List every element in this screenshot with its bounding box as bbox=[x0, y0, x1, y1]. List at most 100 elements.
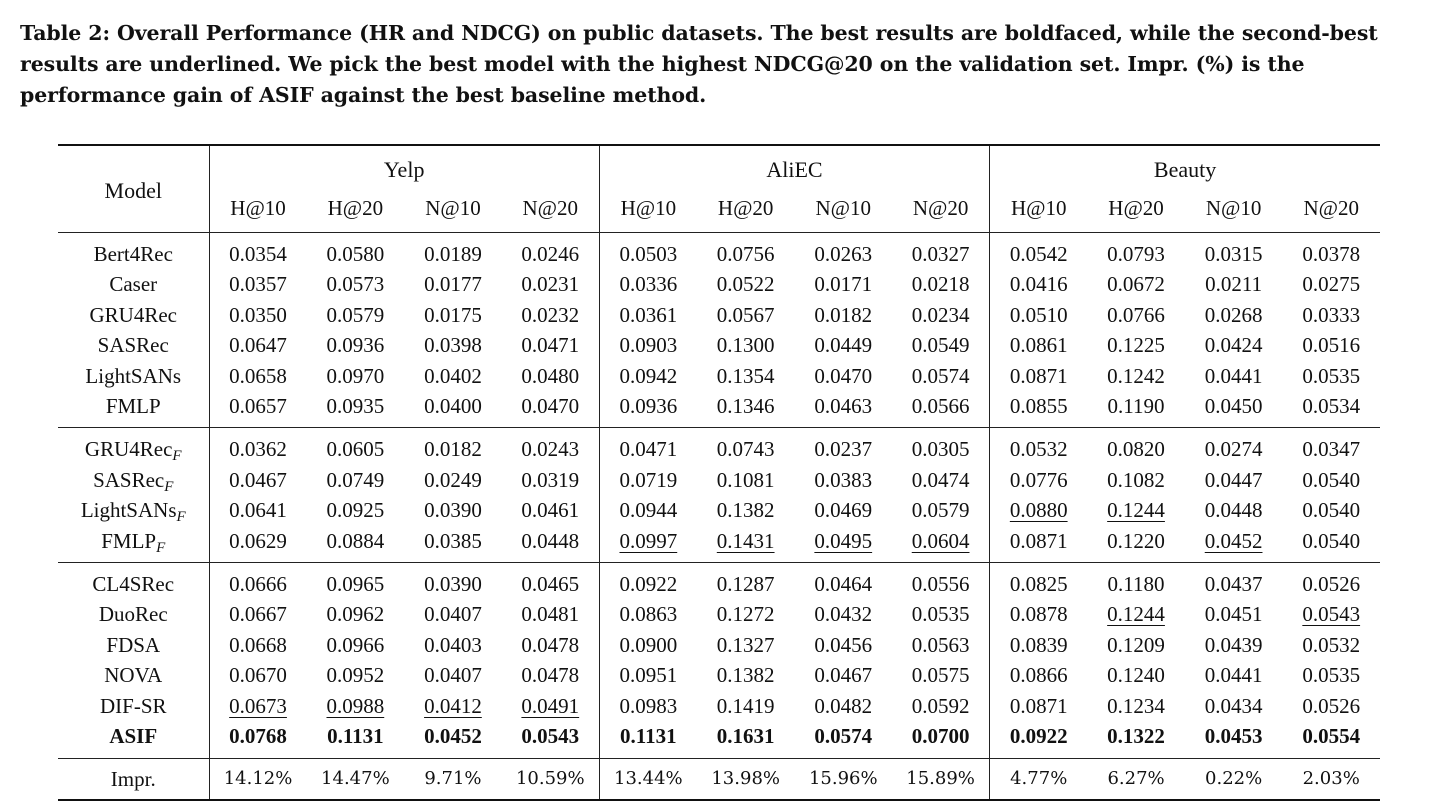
metric-value: 0.1431 bbox=[716, 528, 775, 553]
improvement-value: 0.22% bbox=[1184, 757, 1283, 800]
model-name-subscript: F bbox=[176, 509, 186, 526]
metric-value: 0.0983 bbox=[598, 690, 697, 722]
metric-value: 0.0574 bbox=[814, 724, 873, 749]
metric-value: 0.0535 bbox=[911, 602, 970, 627]
improvement-value: 6.27% bbox=[1087, 757, 1185, 800]
metric-value: 0.1287 bbox=[696, 562, 795, 600]
metric-value: 0.1354 bbox=[716, 363, 775, 388]
metric-value: 0.0793 bbox=[1107, 242, 1165, 266]
metric-value: 0.0449 bbox=[814, 333, 873, 358]
metric-value: 0.1419 bbox=[716, 693, 775, 718]
metric-value: 0.0234 bbox=[911, 302, 970, 327]
metric-value: 0.0776 bbox=[989, 464, 1088, 496]
metric-value: 0.0543 bbox=[521, 724, 580, 749]
metric-value: 0.0966 bbox=[326, 632, 385, 657]
metric-value: 0.0573 bbox=[326, 272, 385, 297]
metric-value: 0.0452 bbox=[424, 724, 482, 749]
model-name-text: SASRec bbox=[93, 467, 165, 492]
improvement-value: 10.59% bbox=[501, 757, 600, 800]
metric-value: 0.0327 bbox=[911, 242, 970, 266]
metric-value: 0.0480 bbox=[521, 363, 580, 388]
table-row: FMLPF 0.0629 0.0884 0.0385 0.0448 0.0997 0.143… bbox=[58, 525, 1380, 563]
metric-value: 0.0658 bbox=[208, 360, 307, 392]
metric-value: 0.0749 bbox=[326, 467, 385, 492]
model-name-subscript: F bbox=[172, 448, 182, 465]
metric-value: 0.0467 bbox=[208, 464, 307, 496]
metric-value: 0.0246 bbox=[521, 242, 580, 266]
metric-value: 0.0880 bbox=[989, 495, 1088, 526]
metric-value: 0.0556 bbox=[892, 562, 990, 600]
metric-value: 0.0232 bbox=[521, 302, 580, 327]
metric-header: H@20 bbox=[306, 190, 405, 233]
metric-value: 0.1242 bbox=[1107, 363, 1165, 388]
metric-value: 0.0474 bbox=[911, 467, 970, 492]
model-name-text: LightSANs bbox=[80, 498, 177, 523]
metric-value: 0.0350 bbox=[208, 299, 307, 331]
metric-value: 0.0861 bbox=[989, 330, 1088, 361]
metric-value: 0.0407 bbox=[424, 602, 482, 627]
metric-value: 0.0357 bbox=[208, 269, 307, 300]
model-group: Bert4Rec 0.0354 0.0580 0.0189 0.0246 0.0503 0.… bbox=[58, 232, 1380, 428]
metric-value: 0.0390 bbox=[404, 562, 502, 600]
metric-value: 0.1382 bbox=[716, 498, 775, 523]
metric-value: 0.1382 bbox=[716, 663, 775, 688]
metric-value: 0.0549 bbox=[911, 333, 970, 358]
metric-value: 0.0237 bbox=[794, 427, 893, 465]
model-name: LightSANsF bbox=[58, 495, 209, 525]
metric-value: 0.0543 bbox=[1302, 602, 1361, 627]
metric-value: 0.1082 bbox=[1107, 467, 1165, 492]
metric-value: 0.0470 bbox=[521, 394, 580, 419]
metric-value: 0.0825 bbox=[989, 562, 1088, 600]
metric-value: 0.0378 bbox=[1302, 242, 1361, 266]
model-name: SASRecF bbox=[58, 465, 209, 495]
metric-value: 0.0540 bbox=[1302, 467, 1361, 492]
metric-value: 0.0400 bbox=[424, 394, 482, 419]
model-name-subscript: F bbox=[156, 539, 166, 556]
metric-value: 0.0465 bbox=[501, 562, 600, 600]
metric-value: 0.0554 bbox=[1302, 724, 1361, 749]
metric-value: 0.0766 bbox=[1107, 302, 1165, 327]
metric-value: 0.1244 bbox=[1107, 498, 1165, 523]
metric-value: 0.0275 bbox=[1302, 272, 1361, 297]
metric-value: 0.0171 bbox=[814, 272, 873, 297]
metric-header-row: H@10 H@20 N@10 N@20 H@10 H@20 N@10 N@20 H@10 H@20… bbox=[58, 190, 1380, 233]
metric-value: 0.0532 bbox=[1302, 632, 1361, 657]
table-row: SASRec 0.0647 0.0936 0.0398 0.0471 0.0903 0.13… bbox=[58, 330, 1380, 361]
metric-value: 0.0390 bbox=[424, 498, 482, 523]
metric-value: 0.0863 bbox=[598, 599, 697, 630]
metric-value: 0.0903 bbox=[598, 330, 697, 361]
model-name-text: DuoRec bbox=[98, 602, 168, 627]
metric-value: 0.0407 bbox=[424, 663, 482, 688]
metric-value: 0.1244 bbox=[1107, 602, 1165, 627]
metric-value: 0.0469 bbox=[814, 498, 873, 523]
metric-value: 0.0878 bbox=[989, 599, 1088, 630]
improvement-value: 14.12% bbox=[208, 757, 307, 800]
metric-value: 0.0471 bbox=[598, 427, 697, 465]
model-name: FDSA bbox=[58, 630, 209, 660]
metric-value: 0.0768 bbox=[208, 721, 307, 758]
metric-value: 0.0855 bbox=[989, 391, 1088, 428]
metric-value: 0.0944 bbox=[598, 495, 697, 526]
model-name-text: GRU4Rec bbox=[89, 302, 178, 327]
metric-value: 0.0333 bbox=[1302, 302, 1361, 327]
model-name: FMLPF bbox=[58, 526, 209, 563]
model-name-text: FMLP bbox=[101, 528, 157, 553]
table-row: NOVA 0.0670 0.0952 0.0407 0.0478 0.0951 0.1382… bbox=[58, 660, 1380, 691]
metric-value: 0.0481 bbox=[521, 602, 580, 627]
metric-value: 0.0647 bbox=[208, 330, 307, 361]
metric-value: 0.0936 bbox=[598, 391, 697, 428]
metric-value: 0.0441 bbox=[1204, 663, 1263, 688]
metric-value: 0.0935 bbox=[326, 394, 385, 419]
metric-value: 0.0347 bbox=[1282, 427, 1380, 465]
model-name-text: GRU4Rec bbox=[84, 437, 173, 462]
metric-value: 0.0448 bbox=[1204, 498, 1263, 523]
metric-header: N@10 bbox=[404, 190, 502, 233]
metric-value: 0.0540 bbox=[1302, 498, 1361, 523]
metric-value: 0.1220 bbox=[1107, 528, 1165, 553]
metric-value: 0.1631 bbox=[716, 724, 775, 749]
table-row: FDSA 0.0668 0.0966 0.0403 0.0478 0.0900 0.1327… bbox=[58, 629, 1380, 661]
metric-value: 0.0491 bbox=[521, 693, 580, 718]
table-row: CL4SRec 0.0666 0.0965 0.0390 0.0465 0.0922 0.1… bbox=[58, 562, 1380, 600]
metric-value: 0.0510 bbox=[989, 299, 1088, 331]
model-name: LightSANs bbox=[58, 361, 209, 391]
